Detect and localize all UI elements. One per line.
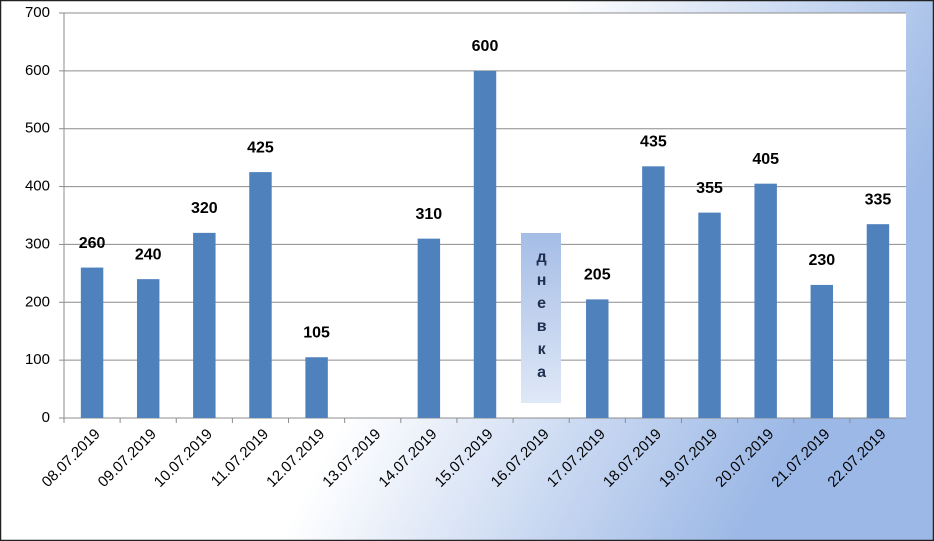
bar	[80, 267, 104, 418]
y-tick-label: 200	[25, 293, 50, 310]
y-tick-label: 700	[25, 4, 50, 21]
value-label: 600	[472, 38, 499, 55]
value-label: 405	[752, 151, 779, 168]
y-tick-label: 0	[42, 409, 50, 426]
bar	[193, 232, 216, 418]
value-label: 240	[135, 246, 162, 263]
y-tick-label: 300	[25, 235, 50, 252]
annotation: дневка	[521, 233, 562, 403]
bar	[417, 238, 441, 418]
value-label: 425	[247, 139, 274, 156]
y-tick-label: 500	[25, 120, 50, 137]
value-label: 320	[191, 200, 218, 217]
bar	[249, 172, 272, 418]
bar	[698, 212, 721, 418]
bar	[810, 284, 834, 418]
value-label: 335	[865, 191, 892, 208]
bar	[866, 224, 890, 418]
bar	[473, 70, 497, 418]
bar	[305, 357, 328, 418]
value-label: 205	[584, 267, 611, 284]
y-tick-label: 100	[25, 351, 50, 368]
bar	[642, 166, 665, 418]
value-label: 260	[79, 235, 106, 252]
bar	[754, 183, 777, 418]
value-label: 230	[808, 252, 835, 269]
value-label: 105	[303, 324, 330, 341]
y-tick-label: 400	[25, 178, 50, 195]
bar	[586, 299, 609, 418]
value-label: 310	[416, 206, 443, 223]
y-tick-label: 600	[25, 62, 50, 79]
value-label: 435	[640, 134, 667, 151]
bar	[136, 279, 160, 418]
value-label: 355	[696, 180, 723, 197]
